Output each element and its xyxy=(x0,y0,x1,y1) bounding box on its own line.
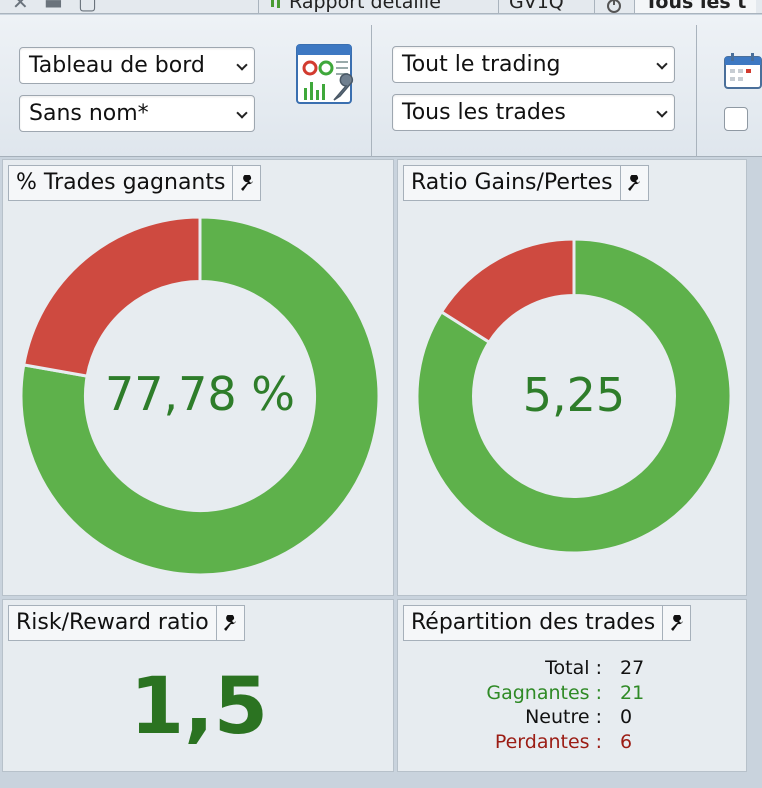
panel-risk-reward: Risk/Reward ratio 1,5 xyxy=(2,599,394,772)
tab-label: GV1Q xyxy=(509,0,564,13)
tab-rapport-detaille[interactable]: Rapport détaillé xyxy=(258,0,451,13)
wrench-icon[interactable] xyxy=(232,166,260,200)
gain-loss-slice-gains xyxy=(415,237,733,555)
trading-select[interactable]: Tout le trading xyxy=(392,46,675,83)
layout-select-value: Sans nom* xyxy=(29,101,149,126)
toolbar: Tableau de bord Sans nom* Tout le tradin… xyxy=(0,15,762,157)
stat-row-losing: Perdantes : 6 xyxy=(398,730,744,755)
minimize-window-icon[interactable]: ▬ xyxy=(44,0,63,14)
chevron-down-icon xyxy=(236,59,248,71)
risk-reward-value: 1,5 xyxy=(129,662,269,752)
panel-header: % Trades gagnants xyxy=(8,165,262,201)
calendar-icon[interactable] xyxy=(724,53,762,89)
win-rate-value: 77,78 % xyxy=(104,367,296,421)
trades-select-value: Tous les trades xyxy=(402,100,566,125)
trades-select[interactable]: Tous les trades xyxy=(392,94,675,131)
toolbar-separator xyxy=(696,25,697,157)
panel-trade-distribution: Répartition des trades Total : 27 Gagnan… xyxy=(397,599,747,772)
maximize-window-icon[interactable]: ▢ xyxy=(78,0,97,14)
panel-header: Répartition des trades xyxy=(403,605,692,641)
stat-value: 0 xyxy=(620,706,633,728)
report-settings-icon[interactable] xyxy=(296,44,354,106)
tab-tous-les-trades[interactable]: Tous les t xyxy=(634,0,757,13)
stat-value: 6 xyxy=(620,730,633,753)
tab-label: Rapport détaillé xyxy=(289,0,441,13)
gain-loss-value: 5,25 xyxy=(522,368,626,422)
wrench-icon[interactable] xyxy=(215,606,244,640)
dashboard-select[interactable]: Tableau de bord xyxy=(19,47,255,84)
tab-strip: ✕ ▬ ▢ Rapport détaillé GV1Q Tous les t xyxy=(0,0,762,14)
chevron-down-icon xyxy=(236,107,248,119)
option-checkbox[interactable] xyxy=(724,107,748,131)
chevron-down-icon xyxy=(656,58,668,70)
layout-select[interactable]: Sans nom* xyxy=(19,95,255,132)
toolbar-separator xyxy=(371,25,372,157)
panel-title: Risk/Reward ratio xyxy=(16,610,209,635)
gain-loss-slice-losses xyxy=(439,237,576,345)
distribution-stats: Total : 27 Gagnantes : 21 Neutre : 0 Per… xyxy=(398,656,744,754)
panel-header: Ratio Gains/Pertes xyxy=(403,165,649,201)
stat-value: 21 xyxy=(620,681,645,704)
chevron-down-icon xyxy=(656,106,668,118)
stat-row-winning: Gagnantes : 21 xyxy=(398,681,744,706)
candlestick-icon xyxy=(271,0,280,8)
tab-options[interactable] xyxy=(594,0,634,13)
close-window-icon[interactable]: ✕ xyxy=(12,0,29,14)
panel-title: Ratio Gains/Pertes xyxy=(411,170,613,195)
panel-win-rate: % Trades gagnants 77,78 % xyxy=(2,159,394,596)
win-rate-slice-winning xyxy=(19,215,381,577)
stat-label: Perdantes : xyxy=(494,730,602,753)
stat-label: Neutre : xyxy=(525,706,602,728)
tab-gv1q[interactable]: GV1Q xyxy=(498,0,574,13)
wrench-icon[interactable] xyxy=(619,166,648,200)
trading-select-value: Tout le trading xyxy=(402,52,561,77)
stat-label: Gagnantes : xyxy=(486,681,602,704)
gain-loss-donut-chart xyxy=(415,237,733,555)
wrench-icon[interactable] xyxy=(662,606,690,640)
win-rate-slice-losing xyxy=(21,215,202,378)
stat-row-neutral: Neutre : 0 xyxy=(398,705,744,730)
win-rate-donut-chart xyxy=(19,215,381,577)
stat-value: 27 xyxy=(620,657,645,679)
dashboard-select-value: Tableau de bord xyxy=(29,53,205,78)
power-icon xyxy=(607,0,621,13)
stat-label: Total : xyxy=(545,657,602,679)
panel-title: % Trades gagnants xyxy=(16,170,226,195)
panel-title: Répartition des trades xyxy=(411,610,656,635)
stat-row-total: Total : 27 xyxy=(398,656,744,681)
panel-gain-loss: Ratio Gains/Pertes 5,25 xyxy=(397,159,747,596)
panel-header: Risk/Reward ratio xyxy=(8,605,245,641)
tab-label: Tous les t xyxy=(645,0,747,13)
